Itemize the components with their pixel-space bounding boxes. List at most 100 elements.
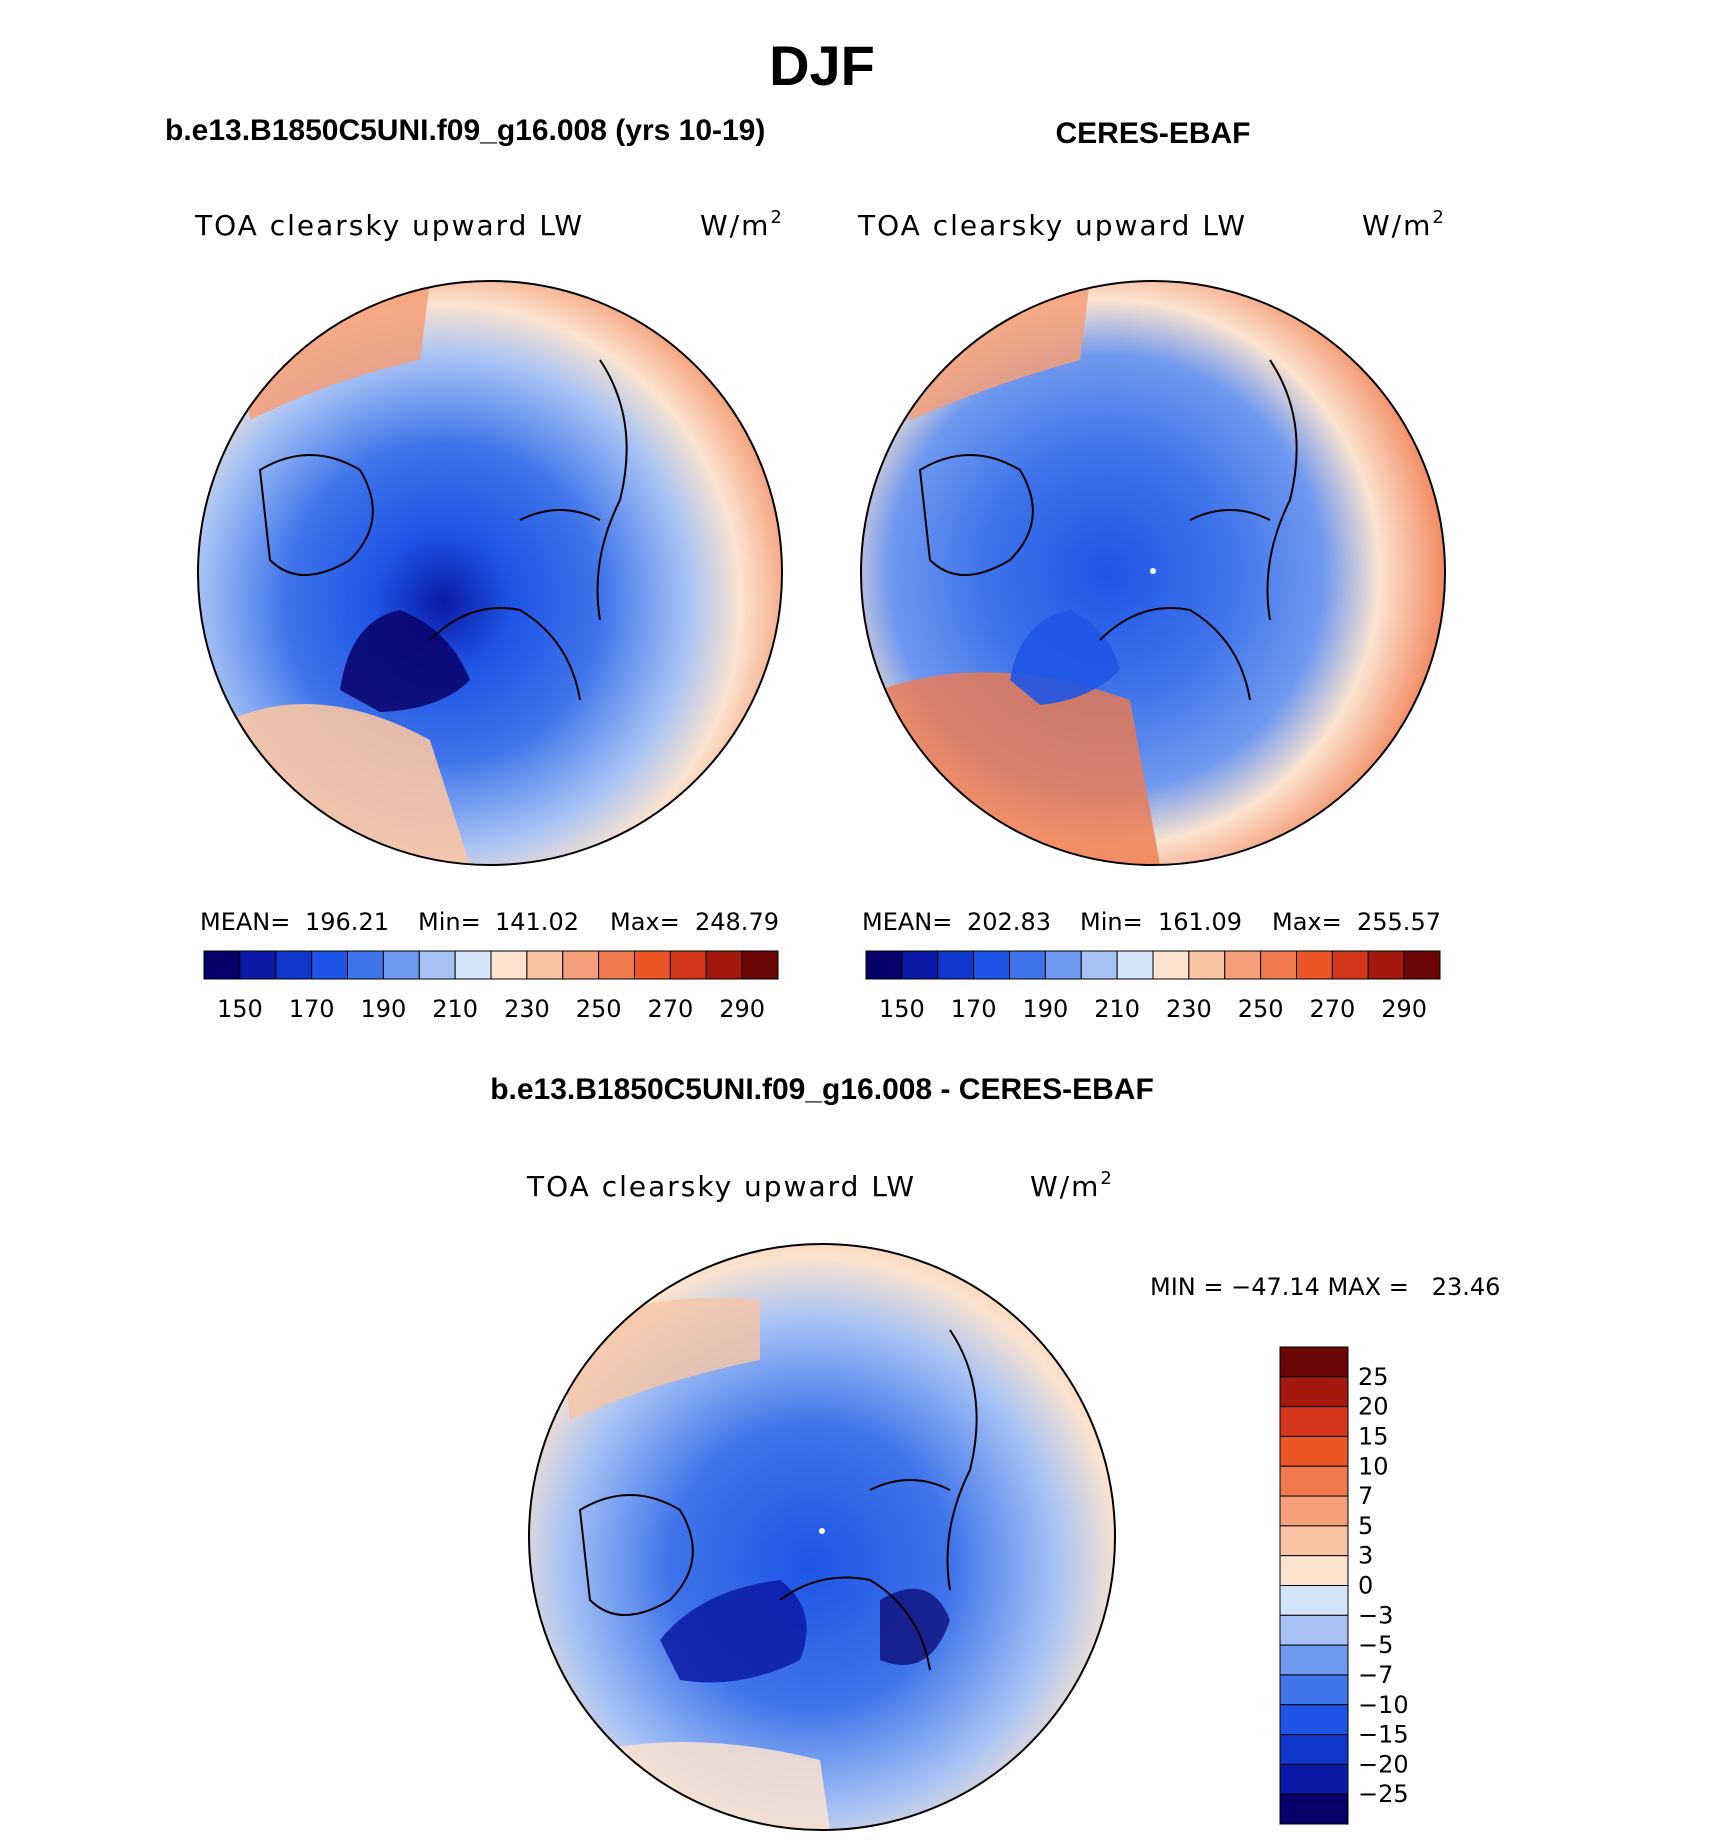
panel-diff-colorbar-tick-13: −20: [1358, 1750, 1409, 1778]
panel-model-colorbar-box-7: [454, 950, 492, 980]
panel-diff-colorbar-tick-8: −3: [1358, 1601, 1393, 1629]
panel-obs-max-value: 255.57: [1357, 908, 1441, 936]
panel-obs-colorbar-box-5: [1044, 950, 1082, 980]
panel-model-colorbar-box-10: [562, 950, 600, 980]
panel-diff-colorbar-box-9: [1279, 1614, 1349, 1646]
panel-diff-colorbar-tick-7: 0: [1358, 1572, 1373, 1600]
panel-obs-colorbar-box-11: [1260, 950, 1297, 980]
panel-model-colorbar-box-9: [526, 950, 564, 980]
panel-obs-colorbar-box-13: [1331, 950, 1369, 980]
panel-obs-colorbar-box-2: [937, 950, 975, 980]
panel-model-coastline-1: [258, 359, 628, 701]
panel-model-greenland: [340, 610, 470, 712]
panel-obs-map-border: [860, 280, 1446, 866]
panel-diff-colorbar-box-14: [1279, 1763, 1349, 1795]
panel-diff: b.e13.B1850C5UNI.f09_g16.008 - CERES-EBA…: [490, 1073, 1500, 1831]
panel-diff-colorbar-box-3: [1279, 1435, 1349, 1467]
panel-obs-colorbar-tick-230: 230: [1166, 995, 1212, 1023]
panel-diff-colorbar-box-8: [1279, 1585, 1349, 1616]
panel-diff-colorbar-tick-0: 25: [1358, 1363, 1389, 1391]
panel-model-colorbar-tick-270: 270: [647, 995, 693, 1023]
panel-model-colorbar-box-8: [490, 950, 528, 980]
panel-obs-units: W/m2: [1362, 207, 1446, 242]
panel-diff-units-base: W/m: [1030, 1170, 1100, 1203]
panel-model-colorbar-box-14: [705, 950, 743, 980]
panel-diff-colorbar-tick-1: 20: [1358, 1393, 1389, 1421]
panel-model-colorbar: [203, 950, 779, 980]
panel-model-colorbar-tick-210: 210: [432, 995, 478, 1023]
panel-model-colorbar-box-1: [239, 950, 277, 980]
panel-model-colorbar-box-15: [741, 950, 779, 980]
panel-model-min-label: Min=: [418, 908, 481, 936]
panel-obs-colorbar-box-0: [865, 950, 903, 980]
panel-obs-colorbar-box-10: [1224, 950, 1262, 980]
panel-obs-colorbar-tick-170: 170: [951, 995, 997, 1023]
panel-diff-colorbar-box-13: [1279, 1734, 1349, 1765]
panel-diff-warm-north-atlantic: [600, 1742, 830, 1830]
panel-obs-max-label: Max=: [1272, 908, 1342, 936]
panel-model-colorbar-tick-170: 170: [289, 995, 335, 1023]
panel-diff-colorbar-box-1: [1279, 1376, 1349, 1408]
panel-obs-coastline-1: [918, 359, 1298, 701]
panel-model-units-sup: 2: [770, 207, 783, 228]
panel-diff-colorbar-tick-9: −5: [1358, 1631, 1393, 1659]
panel-model-min-value: 141.02: [495, 908, 579, 936]
panel-model-colorbar-box-11: [598, 950, 635, 980]
panel-model-map: [198, 281, 782, 865]
panel-diff-pole-marker: [819, 1528, 825, 1534]
panel-diff-units-sup: 2: [1100, 1168, 1113, 1189]
panel-model-units-base: W/m: [700, 209, 770, 242]
panel-model-max-value: 248.79: [695, 908, 779, 936]
panel-obs-colorbar-box-12: [1296, 950, 1333, 980]
panel-obs-colorbar-ticks: 150 170 190 210 230 250 270 290: [879, 995, 1427, 1023]
panel-obs-min-label: Min=: [1080, 908, 1143, 936]
panel-model-colorbar-box-3: [311, 950, 348, 980]
panel-diff-map-border: [528, 1243, 1116, 1831]
panel-model: b.e13.B1850C5UNI.f09_g16.008 (yrs 10-19)…: [165, 114, 783, 1023]
panel-model-colorbar-tick-230: 230: [504, 995, 550, 1023]
panel-obs-colorbar-tick-190: 190: [1022, 995, 1068, 1023]
panel-diff-stats: MIN = −47.14 MAX = 23.46: [1150, 1273, 1500, 1301]
panel-model-colorbar-box-6: [418, 950, 456, 980]
panel-obs-mean-label: MEAN=: [862, 908, 952, 936]
panel-model-map-border: [197, 280, 783, 866]
panel-obs-colorbar-box-9: [1188, 950, 1226, 980]
panel-diff-variable: TOA clearsky upward LW: [526, 1170, 916, 1203]
panel-diff-colorbar-tick-6: 3: [1358, 1542, 1373, 1570]
panel-diff-units: W/m2: [1030, 1168, 1114, 1203]
panel-diff-colorbar-box-12: [1279, 1704, 1349, 1736]
panel-diff-colorbar-tick-10: −7: [1358, 1661, 1393, 1689]
panel-diff-coastline-1: [578, 1329, 978, 1671]
panel-model-max-label: Max=: [610, 908, 680, 936]
panel-obs-colorbar-box-7: [1116, 950, 1154, 980]
panel-obs-colorbar-tick-210: 210: [1094, 995, 1140, 1023]
panel-obs-greenland: [1010, 610, 1120, 705]
panel-model-mean-value: 196.21: [305, 908, 389, 936]
panel-diff-colorbar-tick-12: −15: [1358, 1721, 1409, 1749]
panel-obs-colorbar-box-3: [973, 950, 1010, 980]
panel-model-colorbar-box-0: [203, 950, 241, 980]
panel-obs-colorbar-tick-290: 290: [1381, 995, 1427, 1023]
panel-diff-colorbar-tick-14: −25: [1358, 1780, 1409, 1808]
panel-obs-pole-marker: [1150, 568, 1156, 574]
panel-model-colorbar-tick-150: 150: [217, 995, 263, 1023]
panel-diff-case-title: b.e13.B1850C5UNI.f09_g16.008 - CERES-EBA…: [490, 1073, 1154, 1106]
panel-diff-colorbar-tick-11: −10: [1358, 1691, 1409, 1719]
panel-diff-colorbar-tick-2: 15: [1358, 1422, 1389, 1450]
panel-obs-colorbar-tick-270: 270: [1309, 995, 1355, 1023]
panel-diff-colorbar-box-4: [1279, 1465, 1349, 1497]
panel-diff-colorbar-box-15: [1279, 1793, 1349, 1825]
panel-diff-colorbar-tick-4: 7: [1358, 1482, 1373, 1510]
panel-model-colorbar-box-13: [669, 950, 707, 980]
panel-diff-colorbar-box-6: [1279, 1525, 1349, 1557]
panel-model-colorbar-box-5: [382, 950, 420, 980]
panel-obs-colorbar-box-6: [1080, 950, 1118, 980]
panel-model-colorbar-box-12: [634, 950, 671, 980]
panel-model-variable: TOA clearsky upward LW: [194, 209, 584, 242]
panel-obs-colorbar: [865, 950, 1441, 980]
panel-obs-colorbar-box-15: [1403, 950, 1441, 980]
panel-diff-colorbar-box-11: [1279, 1674, 1349, 1706]
figure-title: DJF: [769, 34, 875, 97]
